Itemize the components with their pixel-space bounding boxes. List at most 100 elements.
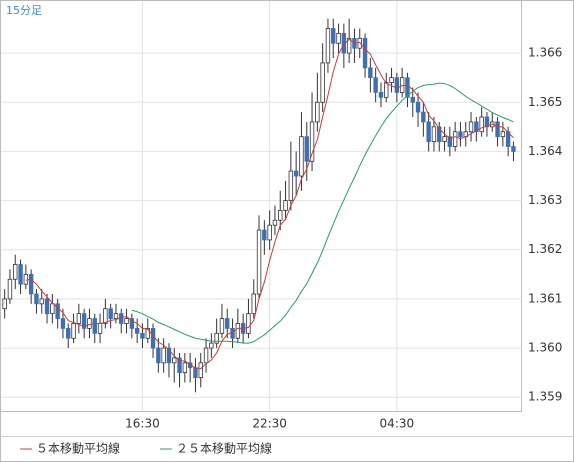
candle-body xyxy=(426,121,431,142)
candle-body xyxy=(511,146,516,152)
candle-body xyxy=(177,357,182,374)
candle-body xyxy=(209,342,214,349)
candle-body xyxy=(394,77,400,93)
chart-title: 15分足 xyxy=(6,4,42,17)
candle-body xyxy=(129,318,135,329)
candle-body xyxy=(55,303,60,319)
candle-body xyxy=(331,28,336,44)
candle-body xyxy=(44,298,50,315)
y-tick-label: 1.365 xyxy=(528,95,562,109)
candle-body xyxy=(479,116,484,133)
candle-body xyxy=(267,224,272,241)
candle-body xyxy=(7,278,13,300)
candle-body xyxy=(225,318,230,329)
candle-body xyxy=(193,367,198,378)
candle-body xyxy=(415,101,421,113)
candle-body xyxy=(134,328,140,334)
candle-body xyxy=(198,362,203,378)
y-tick-label: 1.363 xyxy=(528,193,562,207)
candle-body xyxy=(161,347,166,364)
candle-body xyxy=(389,77,394,83)
candle-body xyxy=(442,136,447,142)
candle-body xyxy=(246,313,251,334)
candle-body xyxy=(66,328,71,339)
candle-body xyxy=(76,313,82,324)
candle-body xyxy=(283,200,288,211)
candle-body xyxy=(410,96,415,103)
candle-body xyxy=(140,332,145,339)
legend-label: ２５本移動平均線 xyxy=(176,441,272,456)
candle-body xyxy=(320,62,325,103)
candle-body xyxy=(293,170,299,177)
candle-body xyxy=(325,28,331,64)
moving-average-line xyxy=(25,38,514,370)
candle-body xyxy=(219,318,225,334)
candle-body xyxy=(336,33,341,44)
candle-body xyxy=(484,116,490,128)
candle-body xyxy=(124,318,129,324)
candle-body xyxy=(81,313,87,329)
candle-body xyxy=(421,111,426,123)
candle-body xyxy=(278,210,283,221)
candle-body xyxy=(60,318,66,329)
candle-body xyxy=(272,219,278,226)
candle-body xyxy=(97,323,103,334)
candle-body xyxy=(299,136,304,177)
x-tick-label: 22:30 xyxy=(252,417,287,431)
candle-body xyxy=(405,77,410,98)
candle-body xyxy=(315,101,320,123)
candle-body xyxy=(262,229,267,241)
candle-body xyxy=(341,33,347,54)
candle-body xyxy=(468,121,474,133)
y-tick-label: 1.362 xyxy=(528,242,562,256)
candle-body xyxy=(108,308,113,319)
candle-body xyxy=(13,264,18,280)
candle-body xyxy=(452,131,458,147)
y-tick-label: 1.361 xyxy=(528,291,562,305)
x-tick-label: 16:30 xyxy=(125,417,160,431)
candle-body xyxy=(500,131,506,138)
candle-body xyxy=(288,170,294,201)
candle-body xyxy=(182,362,188,374)
candle-body xyxy=(346,37,352,54)
candle-body xyxy=(50,303,55,315)
candle-body xyxy=(103,308,108,324)
candle-body xyxy=(495,121,500,138)
plot-area xyxy=(0,0,522,412)
candle-body xyxy=(235,323,241,339)
candle-body xyxy=(256,229,262,295)
candle-body xyxy=(447,136,453,147)
candle-body xyxy=(505,131,511,147)
moving-average-line xyxy=(131,82,514,344)
candle-body xyxy=(203,347,209,364)
legend-label: ５本移動平均線 xyxy=(36,441,120,456)
candle-body xyxy=(18,264,23,285)
candle-body xyxy=(156,347,161,364)
x-tick-label: 04:30 xyxy=(380,417,415,431)
candle-body xyxy=(474,121,479,133)
candle-body xyxy=(87,318,92,329)
candle-body xyxy=(368,67,373,79)
candle-body xyxy=(357,37,362,49)
candle-body xyxy=(378,92,384,98)
candle-body xyxy=(28,273,34,295)
candle-body xyxy=(431,126,437,142)
candle-body xyxy=(166,347,172,364)
candle-body xyxy=(113,313,119,319)
candle-body xyxy=(2,298,7,310)
candle-body xyxy=(304,136,309,162)
candle-body xyxy=(437,126,442,142)
candle-body xyxy=(214,332,219,344)
candle-body xyxy=(373,77,378,93)
candle-body xyxy=(145,328,150,339)
candle-body xyxy=(384,82,389,98)
y-tick-label: 1.364 xyxy=(528,144,562,158)
y-tick-label: 1.359 xyxy=(528,390,562,404)
candle-body xyxy=(458,131,463,138)
y-tick-label: 1.366 xyxy=(528,46,562,60)
candle-body xyxy=(309,121,315,162)
candle-body xyxy=(251,293,256,315)
candle-body xyxy=(71,323,76,339)
